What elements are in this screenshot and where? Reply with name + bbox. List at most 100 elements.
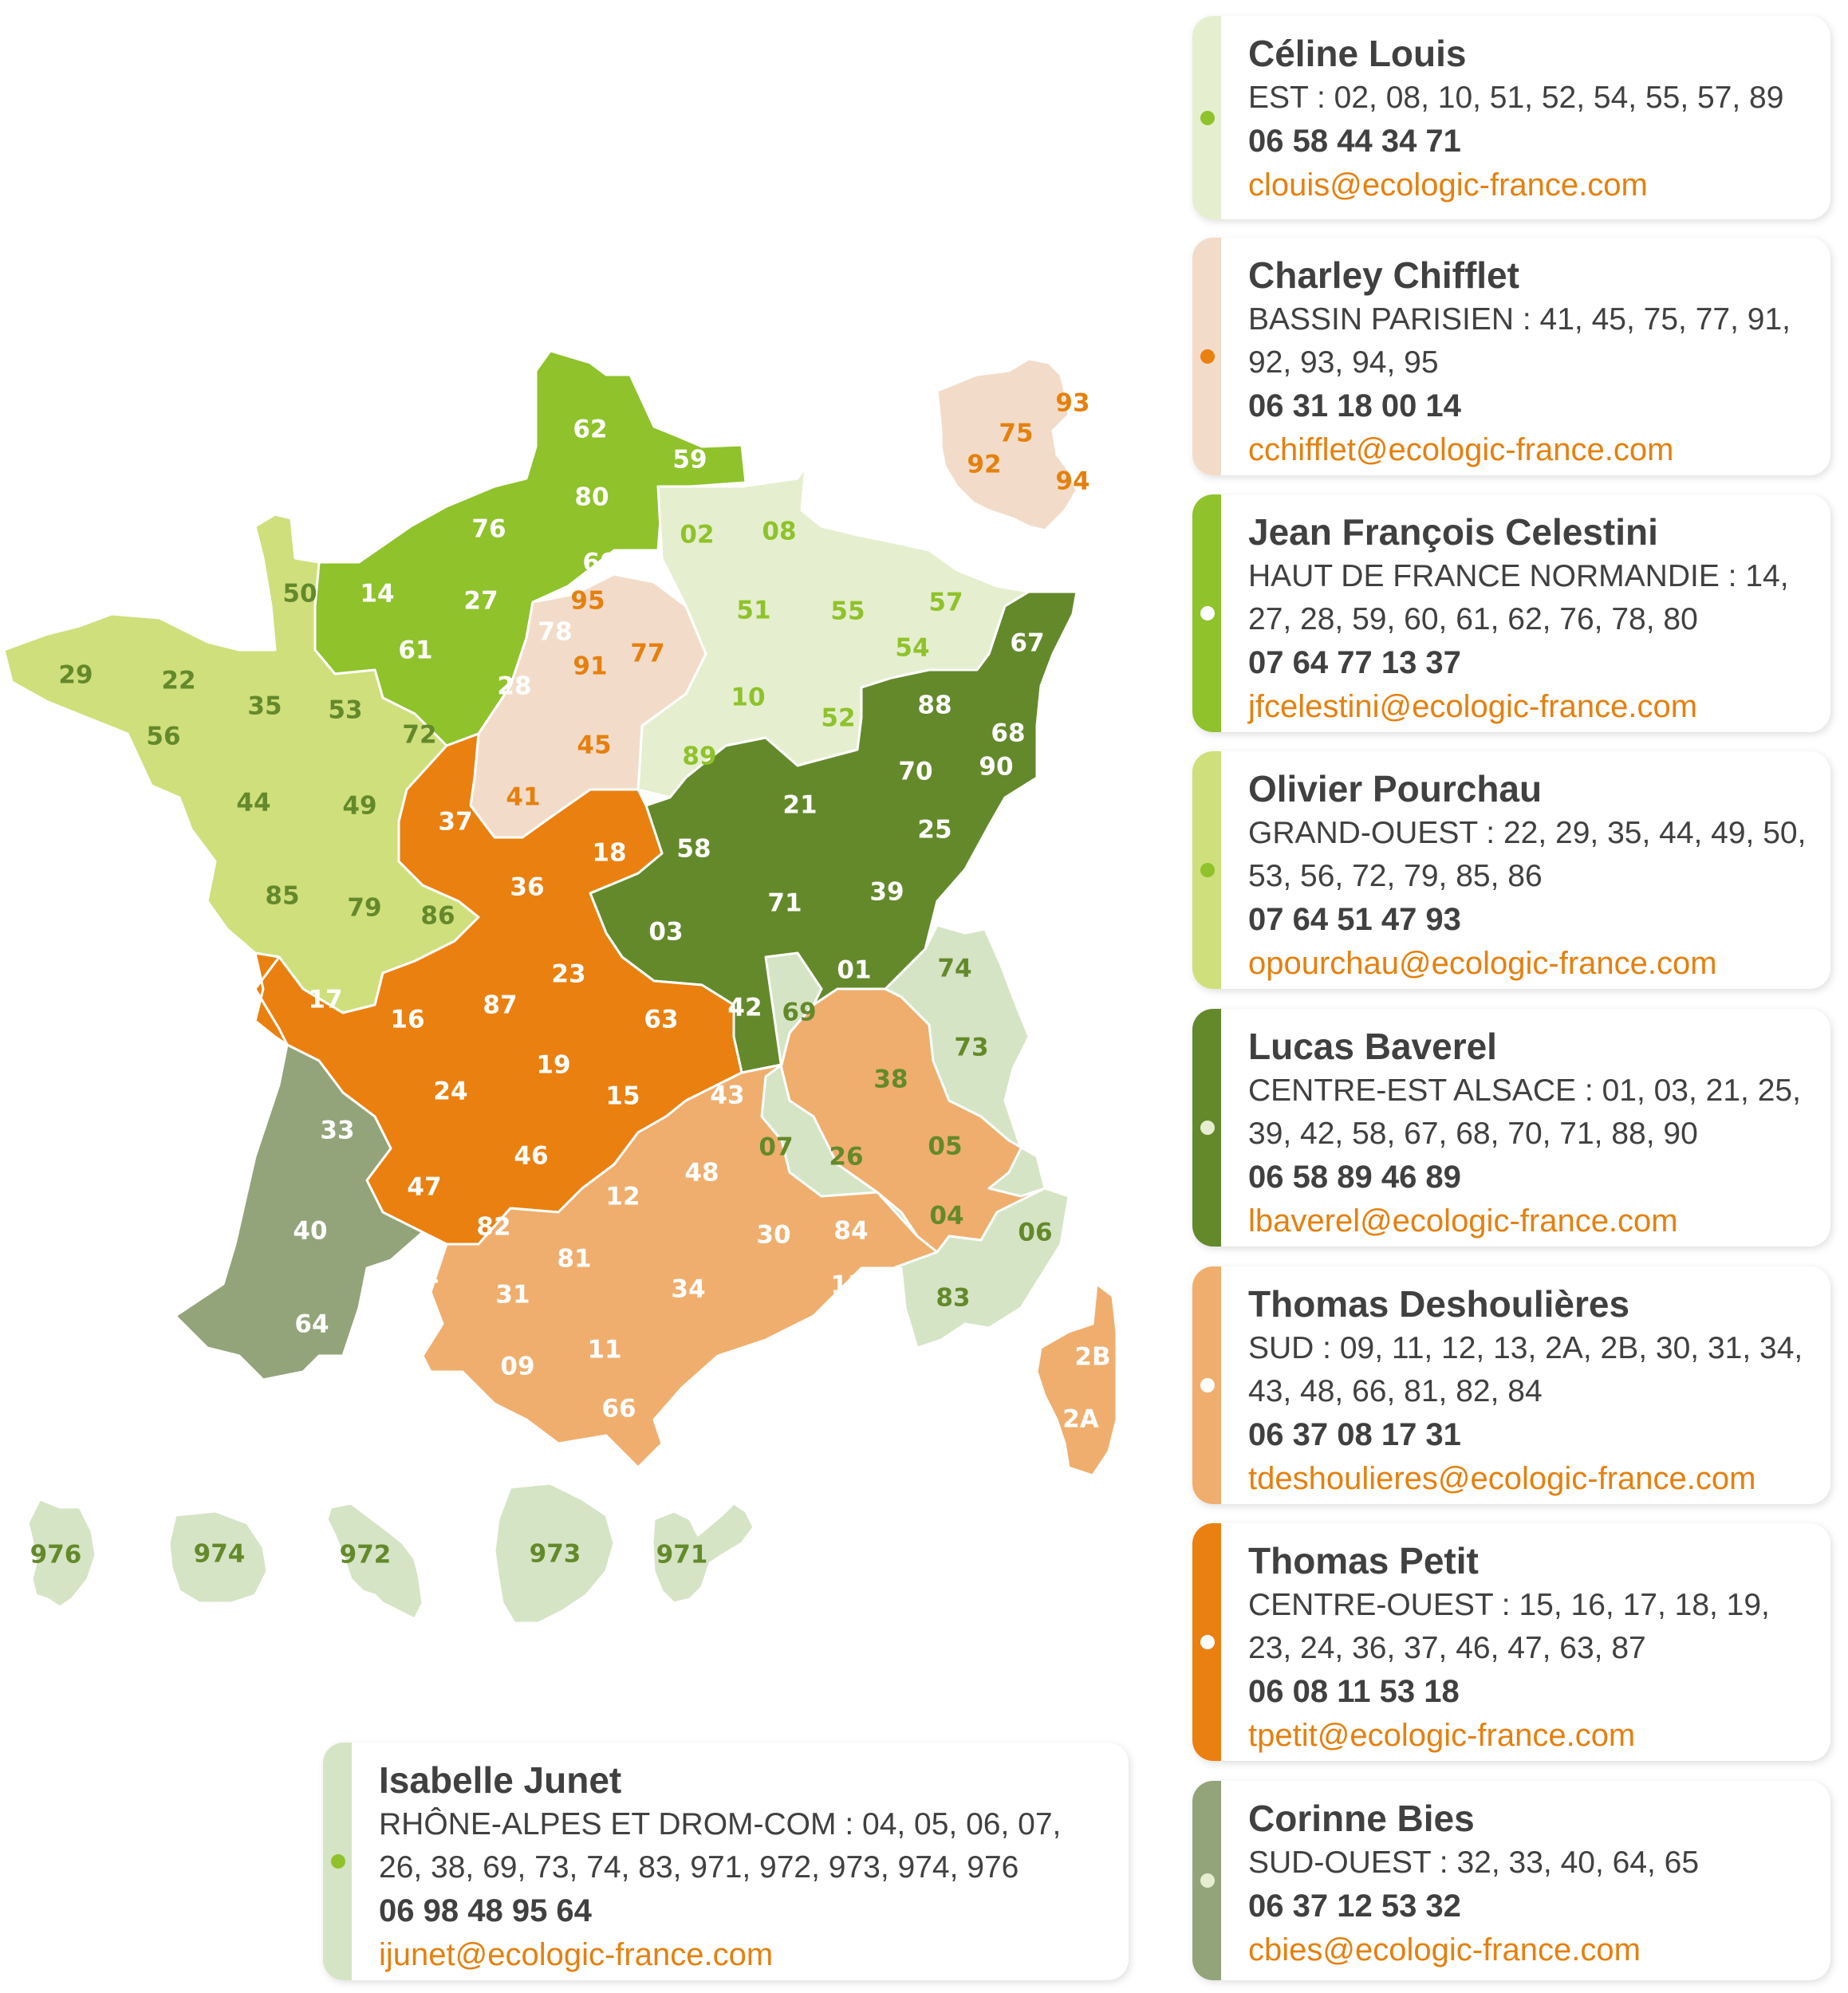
bullet-dot-icon	[331, 1854, 345, 1869]
contact-name: Thomas Deshoulières	[1248, 1283, 1630, 1325]
department-label-08: 08	[762, 518, 796, 546]
department-label-55: 55	[830, 597, 865, 626]
department-label-17: 17	[308, 986, 342, 1014]
department-label-04: 04	[929, 1202, 963, 1231]
department-label-79: 79	[347, 894, 381, 923]
department-label-2B: 2B	[1074, 1343, 1110, 1372]
contact-zone: BASSIN PARISIEN : 41, 45, 75, 77, 91, 92…	[1248, 302, 1791, 380]
region-corse	[1035, 1282, 1118, 1477]
department-label-18: 18	[592, 839, 626, 868]
department-label-22: 22	[161, 667, 195, 695]
department-label-95: 95	[570, 587, 605, 616]
department-label-84: 84	[833, 1217, 868, 1246]
department-label-49: 49	[342, 792, 376, 821]
department-label-66: 66	[601, 1395, 636, 1424]
contact-phone[interactable]: 06 98 48 95 64	[379, 1893, 592, 1928]
department-label-16: 16	[390, 1006, 424, 1034]
region-971	[651, 1502, 755, 1605]
department-label-75: 75	[999, 419, 1033, 448]
contact-phone[interactable]: 06 37 08 17 31	[1248, 1417, 1461, 1452]
department-label-54: 54	[895, 634, 929, 663]
department-label-09: 09	[500, 1353, 534, 1381]
department-label-2A: 2A	[1062, 1405, 1099, 1434]
contact-phone[interactable]: 06 58 44 34 71	[1248, 124, 1461, 159]
contact-name: Céline Louis	[1248, 33, 1467, 74]
department-label-35: 35	[247, 692, 282, 721]
region-rhone-alpes	[884, 924, 1046, 1198]
department-label-30: 30	[756, 1221, 790, 1250]
contact-email[interactable]: clouis@ecologic-france.com	[1248, 167, 1648, 203]
contact-phone[interactable]: 06 37 12 53 32	[1248, 1889, 1461, 1924]
department-label-89: 89	[682, 742, 716, 771]
department-label-53: 53	[328, 696, 362, 725]
department-label-39: 39	[869, 878, 904, 907]
contact-email[interactable]: ijunet@ecologic-france.com	[379, 1937, 774, 1972]
region-974	[167, 1510, 269, 1605]
department-label-14: 14	[360, 580, 394, 609]
contact-phone[interactable]: 06 31 18 00 14	[1248, 388, 1461, 423]
contact-name: Corinne Bies	[1248, 1798, 1475, 1839]
contact-email[interactable]: tpetit@ecologic-france.com	[1248, 1718, 1636, 1753]
contact-phone[interactable]: 07 64 77 13 37	[1248, 645, 1461, 680]
department-label-42: 42	[727, 994, 762, 1022]
department-label-19: 19	[536, 1051, 570, 1080]
department-label-07: 07	[759, 1133, 793, 1162]
department-label-40: 40	[293, 1217, 327, 1246]
department-label-43: 43	[710, 1081, 744, 1110]
contact-phone[interactable]: 06 58 89 46 89	[1248, 1160, 1461, 1195]
contact-name: Olivier Pourchau	[1248, 768, 1543, 809]
contact-name: Charley Chifflet	[1248, 254, 1519, 296]
department-label-971: 971	[656, 1541, 708, 1570]
contact-email[interactable]: cbies@ecologic-france.com	[1248, 1932, 1641, 1967]
contact-body: Jean François Celestini HAUT DE FRANCE NO…	[1248, 509, 1815, 729]
contact-body: Céline Louis EST : 02, 08, 10, 51, 52, 54…	[1248, 30, 1815, 207]
department-label-87: 87	[483, 991, 517, 1020]
department-label-34: 34	[671, 1275, 705, 1304]
department-label-70: 70	[898, 758, 932, 786]
department-label-57: 57	[928, 589, 963, 617]
contact-card: Céline Louis EST : 02, 08, 10, 51, 52, 54…	[1192, 16, 1830, 219]
contact-email[interactable]: tdeshoulieres@ecologic-france.com	[1248, 1461, 1756, 1496]
department-label-25: 25	[917, 816, 952, 845]
contact-card: Isabelle Junet RHÔNE-ALPES ET DROM-COM : …	[323, 1743, 1129, 1980]
department-label-88: 88	[917, 691, 952, 720]
department-label-61: 61	[398, 636, 432, 665]
contact-email[interactable]: cchifflet@ecologic-france.com	[1248, 432, 1674, 467]
contact-phone[interactable]: 06 08 11 53 18	[1248, 1674, 1460, 1709]
department-label-24: 24	[433, 1077, 467, 1106]
department-label-27: 27	[463, 587, 498, 616]
bullet-dot-icon	[1200, 606, 1215, 620]
region-idf-inset	[936, 357, 1078, 532]
department-label-32: 32	[405, 1261, 439, 1290]
contact-email[interactable]: opourchau@ecologic-france.com	[1248, 946, 1717, 981]
contact-body: Thomas Petit CENTRE-OUEST : 15, 16, 17, 1…	[1248, 1538, 1815, 1758]
contact-phone[interactable]: 07 64 51 47 93	[1248, 902, 1461, 937]
department-label-65: 65	[381, 1345, 416, 1373]
region-973	[493, 1482, 616, 1625]
department-label-85: 85	[265, 882, 299, 911]
department-label-26: 26	[829, 1143, 863, 1172]
department-label-90: 90	[979, 753, 1013, 782]
contact-zone: SUD-OUEST : 32, 33, 40, 64, 65	[1248, 1845, 1700, 1880]
map-regions	[2, 349, 1118, 1625]
contact-body: Charley Chifflet BASSIN PARISIEN : 41, 45…	[1248, 252, 1815, 472]
department-label-31: 31	[495, 1281, 530, 1310]
department-label-41: 41	[506, 783, 540, 812]
department-label-973: 973	[530, 1540, 581, 1569]
department-label-94: 94	[1055, 467, 1089, 496]
contact-card: Jean François Celestini HAUT DE FRANCE NO…	[1192, 494, 1830, 732]
department-label-972: 972	[340, 1541, 392, 1570]
contact-email[interactable]: jfcelestini@ecologic-france.com	[1248, 689, 1698, 724]
department-label-86: 86	[420, 902, 455, 931]
contact-card: Thomas Deshoulières SUD : 09, 11, 12, 13,…	[1192, 1266, 1830, 1504]
contact-email[interactable]: lbaverel@ecologic-france.com	[1248, 1203, 1678, 1239]
department-label-05: 05	[928, 1132, 962, 1161]
department-label-56: 56	[146, 723, 180, 751]
department-label-68: 68	[991, 719, 1025, 748]
contact-name: Thomas Petit	[1248, 1540, 1479, 1581]
bullet-dot-icon	[1200, 1378, 1215, 1392]
department-label-67: 67	[1010, 629, 1044, 658]
bullet-dot-icon	[1200, 110, 1215, 125]
department-label-36: 36	[510, 873, 544, 902]
